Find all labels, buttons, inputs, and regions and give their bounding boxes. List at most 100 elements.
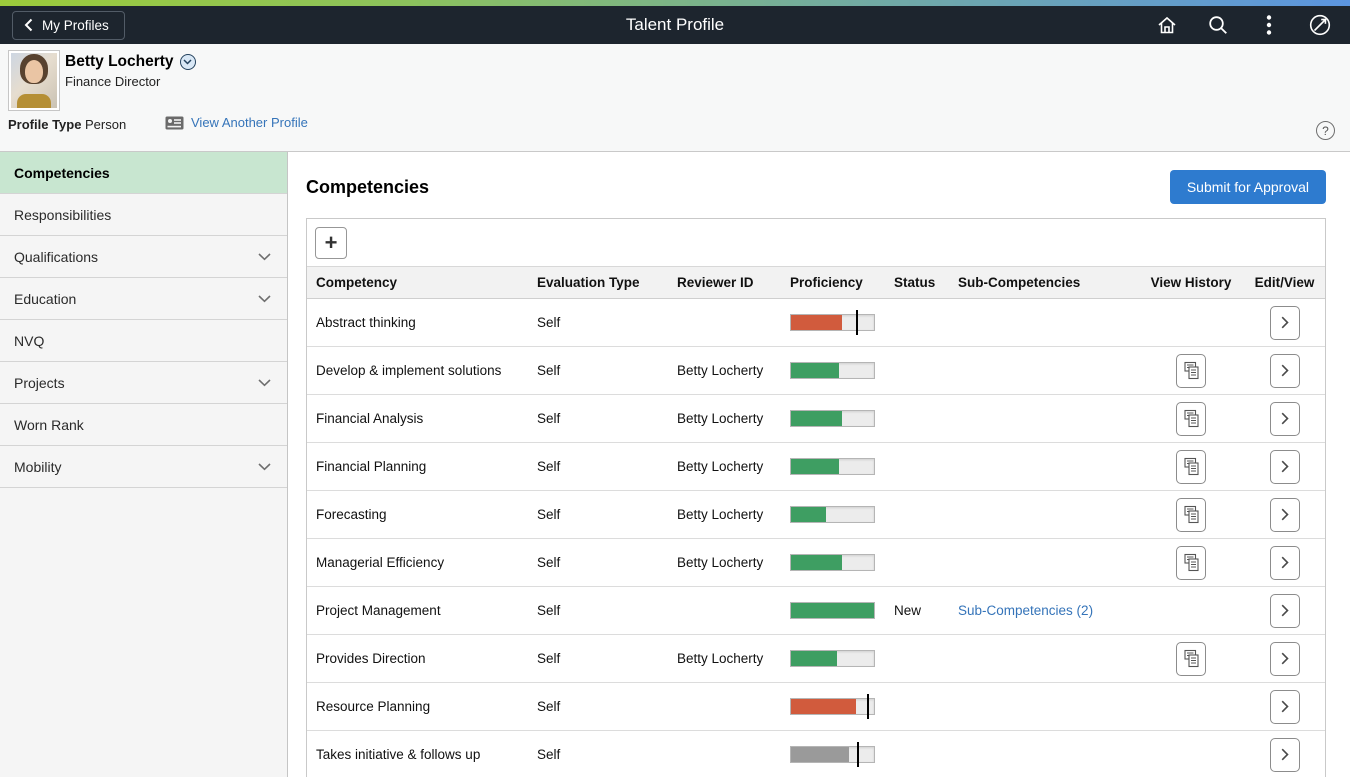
proficiency-target-marker	[867, 694, 870, 719]
sidebar-item-label: Qualifications	[14, 248, 99, 265]
profile-photo	[8, 50, 60, 111]
proficiency-bar	[790, 362, 875, 379]
chevron-right-icon	[1281, 412, 1289, 425]
sidebar-item-responsibilities[interactable]: Responsibilities	[0, 194, 287, 236]
brand-gradient-strip	[0, 0, 1350, 6]
sidebar-item-education[interactable]: Education	[0, 278, 287, 320]
sub-competencies-link[interactable]: Sub-Competencies (2)	[958, 603, 1094, 618]
grid-toolbar: +	[307, 219, 1325, 267]
evaluation-type: Self	[537, 651, 561, 666]
column-header-evaluation-type: Evaluation Type	[537, 275, 640, 290]
back-button-label: My Profiles	[42, 17, 109, 33]
reviewer-id: Betty Locherty	[677, 651, 764, 666]
edit-view-button[interactable]	[1269, 641, 1300, 676]
proficiency-bar	[790, 742, 875, 767]
edit-view-button[interactable]	[1269, 497, 1300, 532]
sidebar-item-label: Worn Rank	[14, 416, 84, 433]
person-name: Betty Locherty	[65, 53, 174, 70]
sidebar-item-worn-rank[interactable]: Worn Rank	[0, 404, 287, 446]
profile-photo-image	[11, 53, 57, 108]
reviewer-id: Betty Locherty	[677, 411, 764, 426]
table-row: Takes initiative & follows up Self	[307, 731, 1325, 777]
add-competency-button[interactable]: +	[315, 226, 347, 259]
table-row: Managerial Efficiency Self Betty Locherty	[307, 539, 1325, 587]
edit-view-button[interactable]	[1269, 593, 1300, 628]
competency-name: Takes initiative & follows up	[316, 747, 481, 762]
edit-view-button[interactable]	[1269, 353, 1300, 388]
edit-view-button[interactable]	[1269, 545, 1300, 580]
chevron-right-icon	[1281, 748, 1289, 761]
proficiency-bar	[790, 506, 875, 523]
reviewer-id: Betty Locherty	[677, 459, 764, 474]
help-icon[interactable]: ?	[1316, 121, 1335, 140]
sidebar-item-projects[interactable]: Projects	[0, 362, 287, 404]
home-icon[interactable]	[1155, 13, 1179, 37]
view-history-button[interactable]	[1176, 449, 1206, 484]
history-documents-icon	[1182, 409, 1201, 428]
proficiency-bar	[790, 694, 875, 719]
column-header-status: Status	[894, 275, 936, 290]
edit-view-button[interactable]	[1269, 305, 1300, 340]
evaluation-type: Self	[537, 603, 561, 618]
view-history-button[interactable]	[1176, 641, 1206, 676]
person-actions-dropdown-icon[interactable]	[179, 54, 196, 70]
profile-type-value: Person	[85, 117, 127, 132]
main-content: Competencies Submit for Approval + Compe…	[288, 152, 1350, 777]
reviewer-id: Betty Locherty	[677, 555, 764, 570]
chevron-right-icon	[1281, 604, 1289, 617]
table-row: Develop & implement solutions Self Betty L…	[307, 347, 1325, 395]
proficiency-bar	[790, 310, 875, 335]
status-text: New	[894, 603, 922, 618]
history-documents-icon	[1182, 361, 1201, 380]
chevron-right-icon	[1281, 460, 1289, 473]
table-row: Provides Direction Self Betty Locherty	[307, 635, 1325, 683]
table-body: Abstract thinking Self Develop & implement…	[307, 299, 1325, 777]
search-icon[interactable]	[1206, 13, 1230, 37]
sidebar-item-competencies[interactable]: Competencies	[0, 152, 287, 194]
view-history-button[interactable]	[1176, 545, 1206, 580]
sidebar-item-qualifications[interactable]: Qualifications	[0, 236, 287, 278]
chevron-right-icon	[1281, 652, 1289, 665]
column-header-view-history: View History	[1150, 275, 1232, 290]
more-options-icon[interactable]	[1257, 13, 1281, 37]
view-another-profile-link[interactable]: View Another Profile	[165, 115, 308, 130]
proficiency-bar	[790, 602, 875, 619]
back-to-my-profiles-button[interactable]: My Profiles	[12, 10, 125, 40]
edit-view-button[interactable]	[1269, 689, 1300, 724]
table-row: Financial Planning Self Betty Locherty	[307, 443, 1325, 491]
table-header-row: Competency Evaluation Type Reviewer ID Prof…	[307, 267, 1325, 299]
competency-name: Project Management	[316, 603, 441, 618]
chevron-down-icon	[258, 294, 271, 303]
view-history-button[interactable]	[1176, 353, 1206, 388]
competency-name: Managerial Efficiency	[316, 555, 445, 570]
chevron-down-icon	[258, 378, 271, 387]
view-history-button[interactable]	[1176, 401, 1206, 436]
competency-name: Provides Direction	[316, 651, 426, 666]
evaluation-type: Self	[537, 555, 561, 570]
chevron-right-icon	[1281, 508, 1289, 521]
profile-type-label: Profile Type	[8, 117, 82, 132]
column-header-edit-view: Edit/View	[1254, 275, 1315, 290]
sidebar-item-mobility[interactable]: Mobility	[0, 446, 287, 488]
chevron-down-icon	[258, 252, 271, 261]
submit-for-approval-button[interactable]: Submit for Approval	[1169, 170, 1326, 204]
view-history-button[interactable]	[1176, 497, 1206, 532]
navbar-compass-icon[interactable]	[1308, 13, 1332, 37]
sidebar-item-label: Projects	[14, 374, 65, 391]
evaluation-type: Self	[537, 459, 561, 474]
back-chevron-icon	[24, 18, 33, 32]
sidebar-item-nvq[interactable]: NVQ	[0, 320, 287, 362]
table-row: Financial Analysis Self Betty Locherty	[307, 395, 1325, 443]
column-header-proficiency: Proficiency	[790, 275, 863, 290]
profile-header: Betty Locherty Finance Director Profile …	[0, 44, 1350, 152]
edit-view-button[interactable]	[1269, 401, 1300, 436]
view-another-profile-label: View Another Profile	[191, 115, 308, 130]
competency-name: Financial Planning	[316, 459, 427, 474]
table-row: Abstract thinking Self	[307, 299, 1325, 347]
evaluation-type: Self	[537, 507, 561, 522]
sidebar-item-label: Competencies	[14, 164, 110, 181]
edit-view-button[interactable]	[1269, 737, 1300, 772]
sidebar-nav: Competencies Responsibilities Qualificatio…	[0, 152, 288, 777]
edit-view-button[interactable]	[1269, 449, 1300, 484]
